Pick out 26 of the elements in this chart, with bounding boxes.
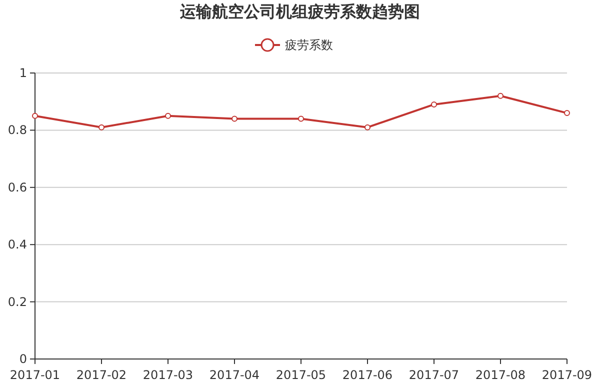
- x-tick-label: 2017-07: [408, 368, 460, 382]
- y-tick-label: 0.6: [8, 180, 27, 194]
- chart-title: 运输航空公司机组疲劳系数趋势图: [179, 2, 420, 21]
- x-tick-label: 2017-03: [142, 368, 194, 382]
- x-tick-label: 2017-06: [342, 368, 393, 382]
- point: [98, 124, 104, 130]
- x-tick-label: 2017-04: [209, 368, 260, 382]
- point: [564, 110, 570, 116]
- y-tick-label: 0.8: [8, 123, 27, 138]
- x-tick-label: 2017-09: [542, 368, 592, 382]
- point: [32, 112, 38, 119]
- x-tick-label: 2017-05: [276, 368, 326, 382]
- y-tick-label: 0.2: [8, 294, 27, 309]
- y-tick-label: 0.4: [8, 238, 27, 252]
- point: [298, 116, 304, 122]
- point: [498, 92, 504, 99]
- x-tick-label: 2017-02: [76, 368, 127, 382]
- y-tick-label: 1: [19, 66, 27, 80]
- x-tick-label: 2017-08: [475, 368, 526, 382]
- legend-label: 疲劳系数: [285, 38, 333, 52]
- point: [165, 112, 171, 119]
- point: [431, 101, 437, 108]
- x-tick-label: 2017-01: [10, 368, 60, 382]
- y-tick-label: 0: [19, 352, 27, 366]
- point: [232, 116, 238, 122]
- point: [364, 124, 370, 130]
